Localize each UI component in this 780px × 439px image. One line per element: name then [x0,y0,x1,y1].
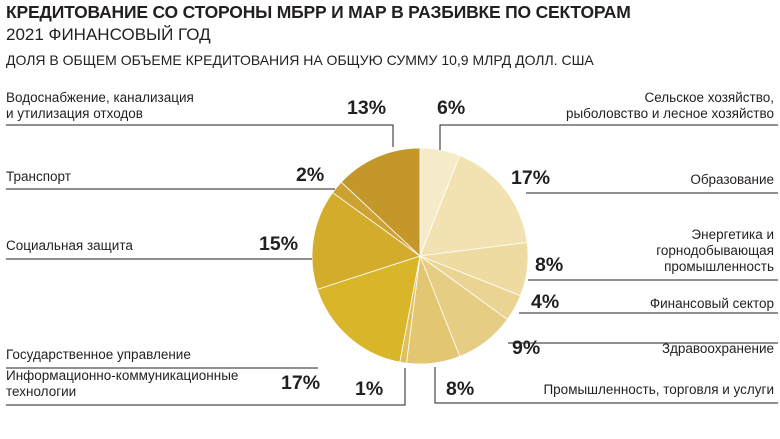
label-edu: Образование [690,172,774,188]
label-industry: Промышленность, торговля и услуги [543,382,774,398]
label-health: Здравоохранение [662,341,774,357]
pct-label-water: 13% [347,97,387,119]
label-line: Здравоохранение [661,341,774,356]
label-line: промышленность [664,259,774,274]
pct-label-gov: 17% [281,372,321,394]
label-line: горнодобывающая [656,243,774,258]
pct-label-industry: 8% [446,378,475,400]
pct-label-fin: 4% [531,291,560,313]
pie-slice-water [340,147,421,257]
label-line: Социальная защита [6,238,133,253]
label-line: Энергетика и [691,227,774,242]
label-line: Промышленность, торговля и услуги [543,382,774,397]
chart-note: ДОЛЯ В ОБЩЕМ ОБЪЕМЕ КРЕДИТОВАНИЯ НА ОБЩУ… [6,52,594,68]
leader-lines [6,124,778,406]
leader-agri [439,124,778,150]
pct-label-transport: 2% [296,164,325,186]
leader-ict [6,368,406,406]
label-line: Образование [690,172,774,187]
label-water: Водоснабжение, канализация и утилизация … [6,90,194,122]
label-fin: Финансовый сектор [650,296,774,312]
leader-water [6,124,394,147]
chart-title: КРЕДИТОВАНИЕ СО СТОРОНЫ МБРР И МАР В РАЗ… [6,2,631,22]
label-gov: Государственное управление [6,347,191,363]
pct-label-social: 15% [259,233,299,255]
pie-slice-edu [419,155,528,257]
label-line: технологии [6,384,77,399]
label-line: и утилизация отходов [6,106,143,121]
pct-label-energy: 8% [535,254,564,276]
label-ict: Информационно-коммуникационные технологи… [6,368,238,400]
label-transport: Транспорт [6,169,71,185]
label-energy: Энергетика и горнодобывающая промышленно… [656,227,774,275]
label-social: Социальная защита [6,238,133,254]
leader-industry [434,367,778,404]
label-line: Транспорт [6,169,71,184]
label-line: Информационно-коммуникационные [6,368,239,383]
pie-slices [311,147,529,365]
pct-label-agri: 6% [437,97,466,119]
label-line: Сельское хозяйство, [644,90,774,105]
label-line: рыболовство и лесное хозяйство [565,106,774,121]
label-agri: Сельское хозяйство, рыболовство и лесное… [566,90,774,122]
pct-label-health: 9% [512,337,541,359]
pie-slice-gov [316,255,421,363]
pie-slice-social [311,191,421,290]
label-line: Водоснабжение, канализация [6,90,194,105]
pct-label-ict: 1% [355,378,384,400]
chart-subtitle: 2021 ФИНАНСОВЫЙ ГОД [6,25,211,44]
label-line: Государственное управление [6,347,191,362]
label-line: Финансовый сектор [649,296,774,311]
pct-label-edu: 17% [511,167,551,189]
